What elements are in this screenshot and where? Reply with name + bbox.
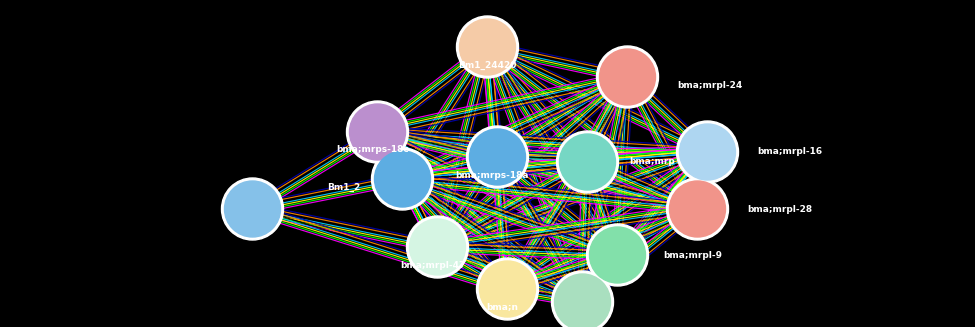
Circle shape [677,121,738,183]
Text: bma;mrps-18a: bma;mrps-18a [455,170,529,180]
Circle shape [597,46,658,108]
Circle shape [557,131,618,193]
Circle shape [590,227,645,283]
Text: bma;mrps-18c: bma;mrps-18c [336,146,409,154]
Circle shape [349,104,406,160]
Circle shape [470,129,526,185]
Circle shape [680,124,735,180]
Circle shape [560,134,615,190]
Circle shape [667,178,728,240]
Circle shape [410,219,465,275]
Text: bma;mrpl-9: bma;mrpl-9 [664,250,722,260]
Circle shape [374,151,431,207]
Text: bma;mrpl-24: bma;mrpl-24 [678,80,743,90]
Circle shape [459,19,516,75]
Circle shape [477,258,538,320]
Circle shape [466,126,528,188]
Text: bma;n: bma;n [487,302,519,312]
Text: bma;mrp: bma;mrp [630,158,676,166]
Circle shape [555,274,610,327]
Circle shape [587,224,648,286]
Text: Bm1_24420: Bm1_24420 [458,60,517,70]
Text: bma;mrpl-47: bma;mrpl-47 [400,261,465,269]
Circle shape [600,49,655,105]
Circle shape [670,181,725,237]
Circle shape [221,178,284,240]
Circle shape [346,101,409,163]
Circle shape [224,181,281,237]
Circle shape [480,261,535,317]
Circle shape [371,148,434,210]
Text: bma;mrpl-28: bma;mrpl-28 [748,204,812,214]
Circle shape [407,216,469,278]
Circle shape [552,271,613,327]
Text: Bm1_2: Bm1_2 [328,182,361,192]
Circle shape [456,16,519,78]
Text: bma;mrpl-16: bma;mrpl-16 [758,147,823,157]
